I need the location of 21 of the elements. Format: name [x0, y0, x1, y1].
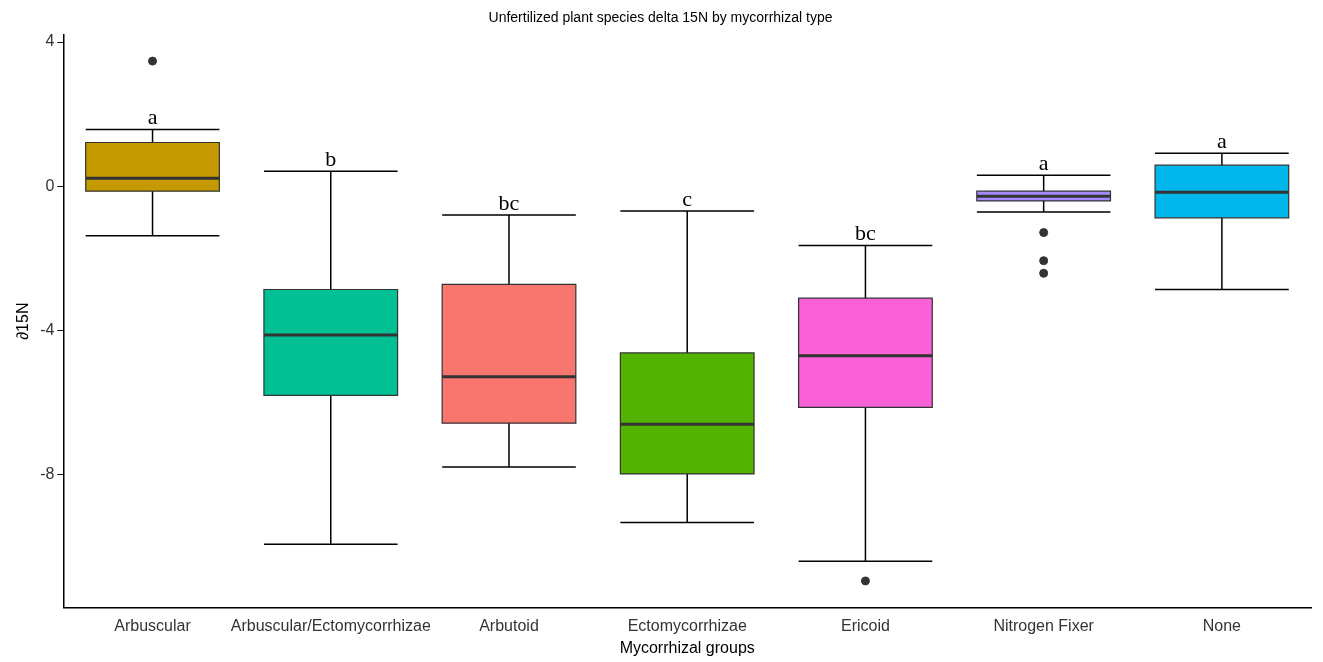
x-tick-label: Arbuscular/Ectomycorrhizae [230, 616, 431, 634]
annotation: c [682, 185, 693, 211]
x-tick-label: Arbutoid [479, 616, 539, 634]
x-tick-label: Ectomycorrhizae [627, 616, 747, 634]
chart-title: Unfertilized plant species delta 15N by mycorrhizal type [488, 9, 833, 26]
y-tick-label: -8 [40, 464, 55, 482]
y-tick-label: 4 [45, 32, 55, 50]
annotation: a [1038, 150, 1049, 176]
annotation: a [1217, 128, 1227, 154]
annotation: bc [855, 220, 877, 246]
annotation: a [147, 104, 158, 130]
annotation: bc [498, 189, 520, 215]
x-axis-title: Mycorrhizal groups [619, 638, 755, 656]
y-axis-title: ∂15N [14, 302, 32, 340]
x-tick-label: None [1202, 616, 1242, 634]
y-tick-label: -4 [40, 320, 55, 338]
x-tick-label: Nitrogen Fixer [993, 616, 1095, 634]
annotation: b [325, 146, 337, 172]
y-tick-label: 0 [45, 176, 55, 194]
x-tick-label: Arbuscular [114, 616, 192, 634]
x-tick-label: Ericoid [840, 616, 890, 634]
